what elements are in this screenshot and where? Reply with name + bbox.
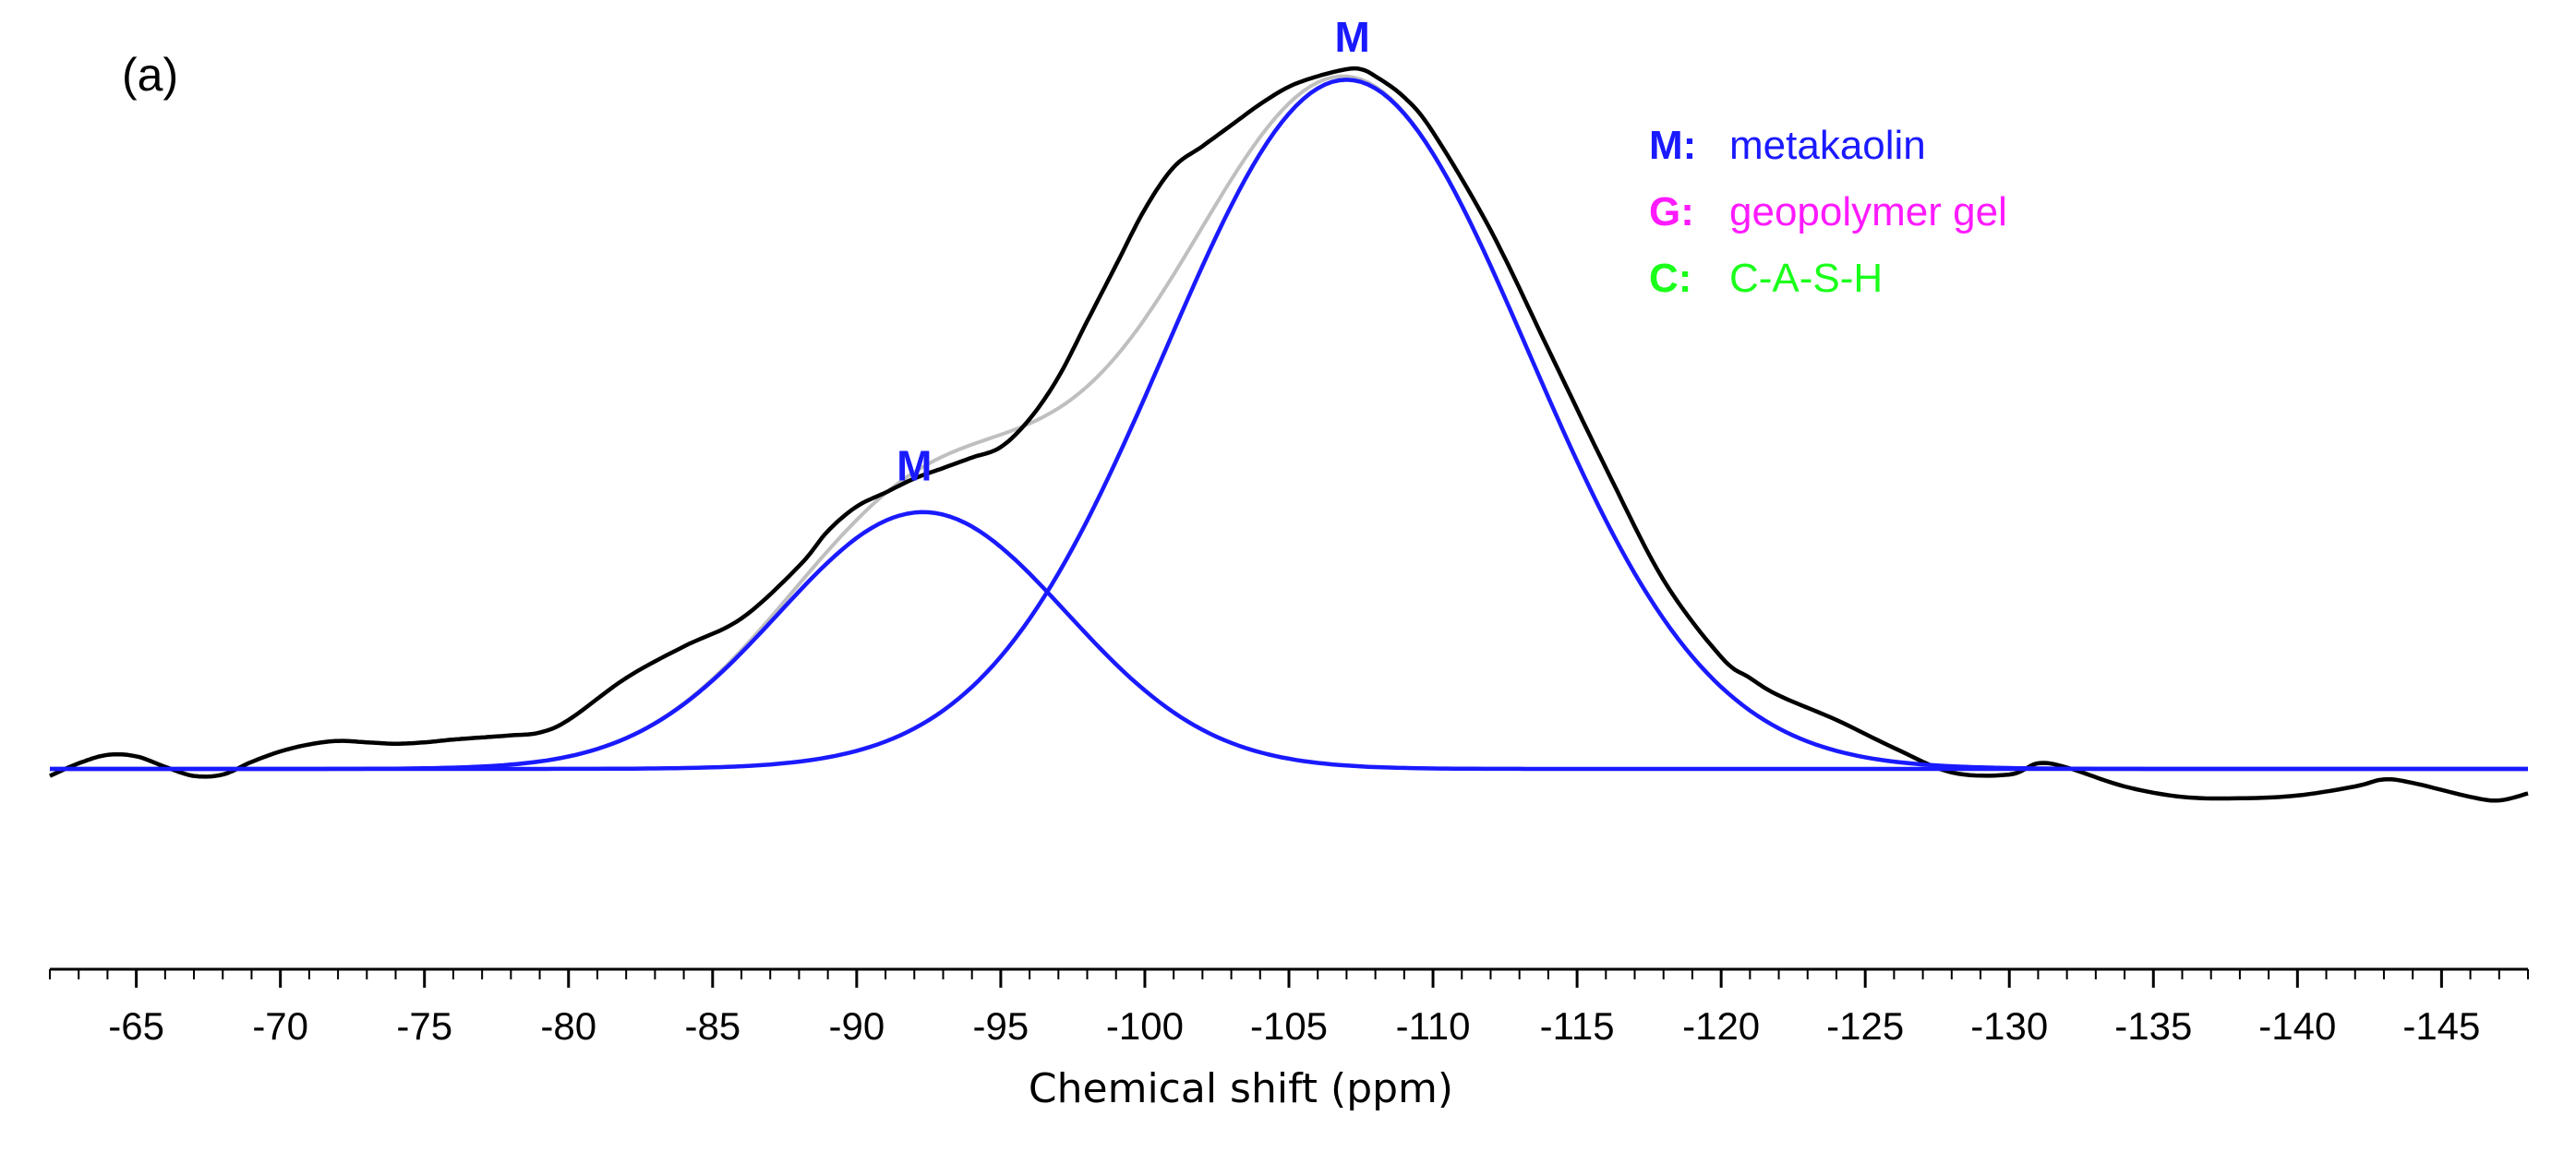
x-tick-label: -80 [540,1004,596,1048]
x-tick-label: -65 [108,1004,164,1048]
experimental-spectrum-line [49,66,2529,803]
fit-component-1-line [50,510,2528,772]
legend-label-metakaolin: metakaolin [1729,123,1926,168]
x-tick-label: -120 [1682,1004,1760,1048]
x-tick-label: -110 [1396,1004,1471,1048]
x-tick-label: -130 [1970,1004,2048,1048]
x-tick-label: -85 [684,1004,740,1048]
x-tick-label: -145 [2402,1004,2480,1048]
spectrum-curves [49,66,2529,803]
legend-entry-metakaolin: M: metakaolin [1649,123,1926,168]
legend-label-geopolymer-gel: geopolymer gel [1729,189,2007,234]
x-tick-label: -115 [1540,1004,1615,1048]
x-tick-label: -105 [1250,1004,1328,1048]
x-tick-label: -70 [252,1004,308,1048]
legend-entry-cash: C: C-A-S-H [1649,256,1883,301]
peak-label-2: M [1334,13,1369,61]
legend-entry-geopolymer-gel: G: geopolymer gel [1649,189,2007,234]
x-tick-label: -140 [2258,1004,2336,1048]
panel-label: (a) [122,49,178,101]
legend-label-cash: C-A-S-H [1729,256,1883,301]
x-tick-label: -125 [1826,1004,1904,1048]
x-tick-label: -100 [1106,1004,1184,1048]
fit-component-2-line [50,78,2528,772]
legend-key-m: M: [1649,123,1696,168]
x-tick-label: -90 [829,1004,885,1048]
x-tick-label: -135 [2114,1004,2192,1048]
legend: M: metakaolin G: geopolymer gel C: C-A-S… [1649,123,2007,301]
legend-key-g: G: [1649,189,1694,234]
chart-annotations: MM [897,13,1370,490]
legend-key-c: C: [1649,256,1691,301]
x-axis-title: Chemical shift (ppm) [1029,1065,1453,1112]
x-tick-label: -75 [396,1004,452,1048]
x-tick-label: -95 [973,1004,1029,1048]
fit-envelope-line [50,74,2528,771]
x-axis: -65 -70 -75 -80 -85 -90 -95 -100 -105 -110 -115 -12… [49,967,2529,1048]
peak-label-1: M [897,442,932,490]
